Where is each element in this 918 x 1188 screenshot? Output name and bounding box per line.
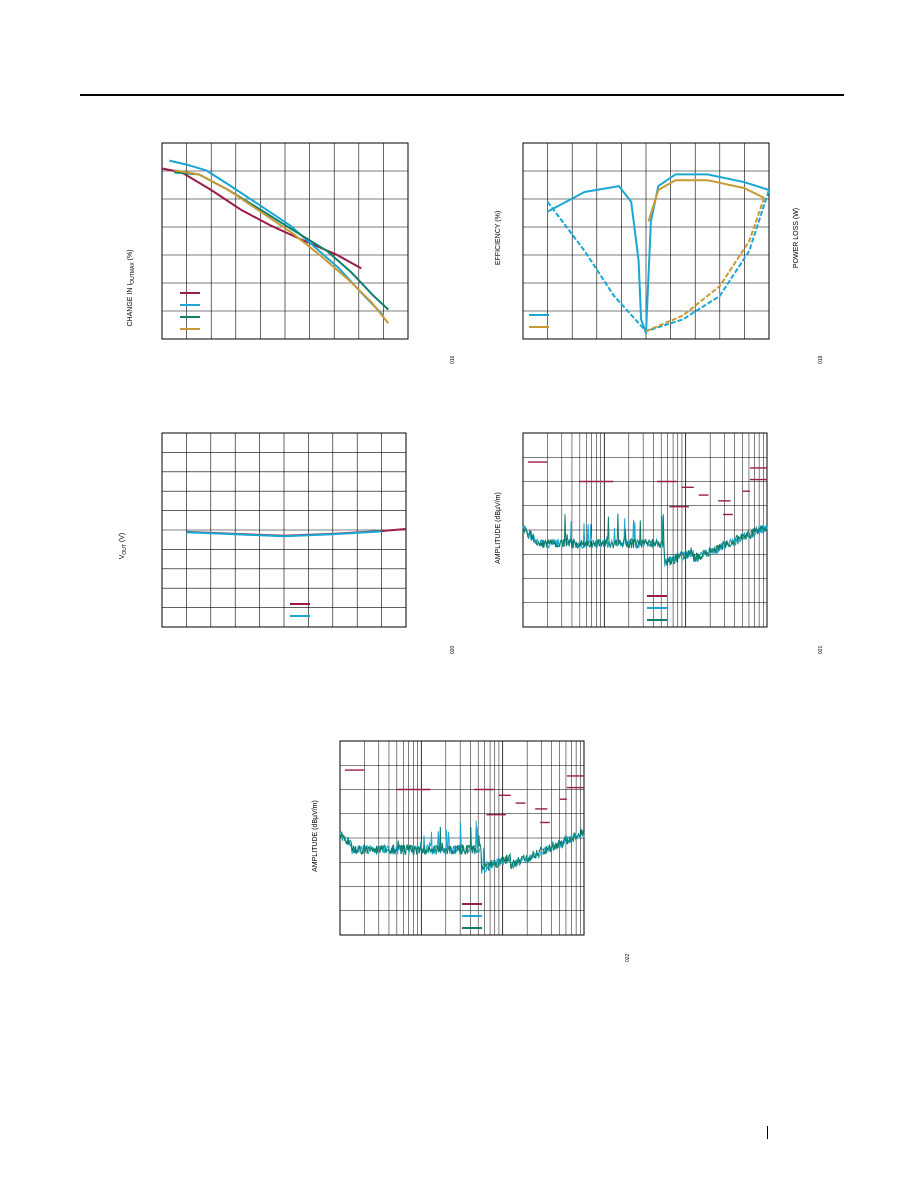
- header-rule: [80, 94, 844, 96]
- figure-1: CHANGE IN IOUTMAX (%) 016: [120, 138, 460, 378]
- fig2-svg: EFFICIENCY (%) POWER LOSS (W) 019: [495, 142, 824, 364]
- fig4-svg: AMPLITUDE (dBµV/m) 021: [495, 432, 824, 654]
- fig1-svg: CHANGE IN IOUTMAX (%) 016: [127, 142, 456, 364]
- fig2-ylabel: EFFICIENCY (%): [495, 211, 502, 265]
- fig1-series-0-line: [161, 167, 362, 270]
- fig3-svg: VOUT (V) 020: [119, 432, 456, 654]
- fig2-ylabel-right: POWER LOSS (W): [793, 208, 800, 268]
- fig3-ylabel: VOUT (V): [119, 533, 128, 560]
- fig1-series-3-line: [174, 169, 390, 324]
- fig2-series-2-line: [546, 189, 770, 333]
- figure-2: EFFICIENCY (%) POWER LOSS (W) 019: [488, 138, 828, 378]
- fig4-ylabel: AMPLITUDE (dBµV/m): [495, 492, 502, 564]
- fig1-ylabel: CHANGE IN IOUTMAX (%): [127, 249, 136, 326]
- figure-3: VOUT (V) 020: [110, 428, 460, 668]
- fig2-series-3-line: [645, 197, 766, 333]
- fig5-series-1-trace: [339, 826, 585, 872]
- fig2-series-1-line: [647, 179, 765, 222]
- fig3-figure-number: 020: [450, 645, 456, 654]
- fig5-figure-number: 022: [625, 953, 631, 962]
- fig5-ylabel: AMPLITUDE (dBµV/m): [312, 800, 319, 872]
- fig4-figure-number: 021: [818, 645, 824, 654]
- fig4-series-1-trace: [522, 513, 768, 566]
- fig2-series-0-line: [547, 173, 770, 335]
- fig1-figure-number: 016: [450, 355, 456, 364]
- fig3-series-1-line: [186, 530, 382, 538]
- fig1-series-2-line: [174, 171, 389, 311]
- page-footer-bar: [767, 1126, 768, 1139]
- fig2-figure-number: 019: [818, 355, 824, 364]
- fig5-svg: AMPLITUDE (dBµV/m) 022: [312, 740, 631, 962]
- figure-5: AMPLITUDE (dBµV/m) 022: [305, 736, 645, 976]
- figure-4: AMPLITUDE (dBµV/m) 021: [488, 428, 828, 668]
